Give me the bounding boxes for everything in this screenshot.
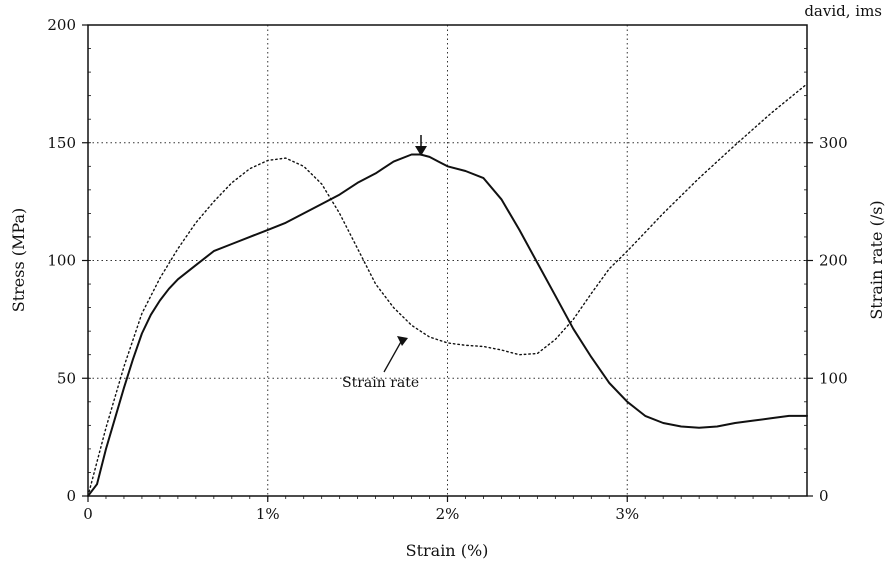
y-tick-label-4: 200 (47, 16, 76, 34)
x-tick-label-2: 2% (436, 505, 460, 523)
grid-lines (88, 25, 807, 496)
annotations: Stress Strain rate (342, 0, 434, 391)
annotation-stress-arrowhead (415, 146, 427, 156)
annotation-strain-rate-arrowhead (397, 336, 408, 346)
axis-ticks: 0 1% 2% 3% 0 50 100 150 200 0 100 200 300 (47, 16, 847, 523)
x-tick-label-1: 1% (256, 505, 280, 523)
corner-label: david, ims (804, 2, 882, 20)
annotation-strain-rate: Strain rate (342, 375, 419, 391)
series-line-strain-rate (87, 83, 808, 497)
y-tick-label-2: 100 (47, 252, 76, 270)
series-lines (87, 83, 808, 497)
y-tick-label-1: 50 (57, 369, 76, 387)
x-tick-label-3: 3% (615, 505, 639, 523)
y2-tick-label-3: 300 (819, 134, 848, 152)
y2-tick-label-0: 0 (819, 487, 829, 505)
annotation-strain-rate-arrow (383, 339, 403, 373)
y-tick-label-3: 150 (47, 134, 76, 152)
y2-tick-label-2: 200 (819, 252, 848, 270)
x-tick-label-0: 0 (83, 505, 93, 523)
y2-axis-title: Strain rate (/s) (867, 200, 886, 319)
y-tick-label-0: 0 (66, 487, 76, 505)
y2-tick-label-1: 100 (819, 369, 848, 387)
annotation-stress: Stress (389, 0, 434, 4)
x-axis-title: Strain (%) (406, 541, 489, 560)
y-axis-title: Stress (MPa) (9, 208, 28, 312)
series-line-stress (87, 153, 808, 497)
